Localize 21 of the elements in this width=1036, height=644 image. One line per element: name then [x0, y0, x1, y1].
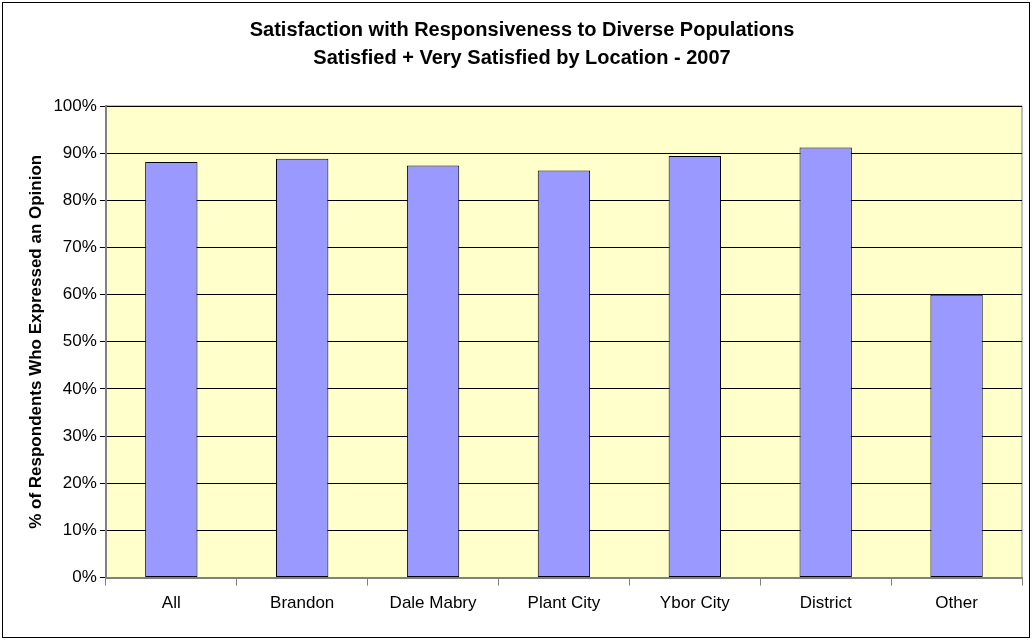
y-axis-title: % of Respondents Who Expressed an Opinion [25, 154, 45, 529]
y-tick-label: 60% [62, 284, 97, 304]
y-tick-label: 20% [62, 472, 97, 492]
y-tick-label: 90% [62, 142, 97, 162]
y-tick-label: 50% [62, 331, 97, 351]
chart-title: Satisfaction with Responsiveness to Diverse Populations [249, 17, 795, 40]
x-tick-label: Other [935, 593, 979, 613]
x-tick-label: District [799, 593, 852, 613]
y-tick-label: 80% [62, 190, 97, 210]
x-tick-label: All [161, 593, 181, 613]
y-tick-label: 40% [62, 378, 97, 398]
x-tick-label: Brandon [270, 593, 335, 613]
y-tick-label: 0% [72, 567, 97, 587]
chart-subtitle: Satisfied + Very Satisfied by Location - 2007 [313, 45, 731, 68]
y-tick-label: 30% [62, 425, 97, 445]
x-tick-label: Dale Mabry [389, 593, 478, 613]
y-tick-label: 70% [62, 237, 97, 257]
x-tick-label: Plant City [527, 593, 601, 613]
y-tick-label: 10% [62, 520, 97, 540]
x-tick-label: Ybor City [659, 593, 731, 613]
y-tick-label: 100% [53, 95, 97, 115]
